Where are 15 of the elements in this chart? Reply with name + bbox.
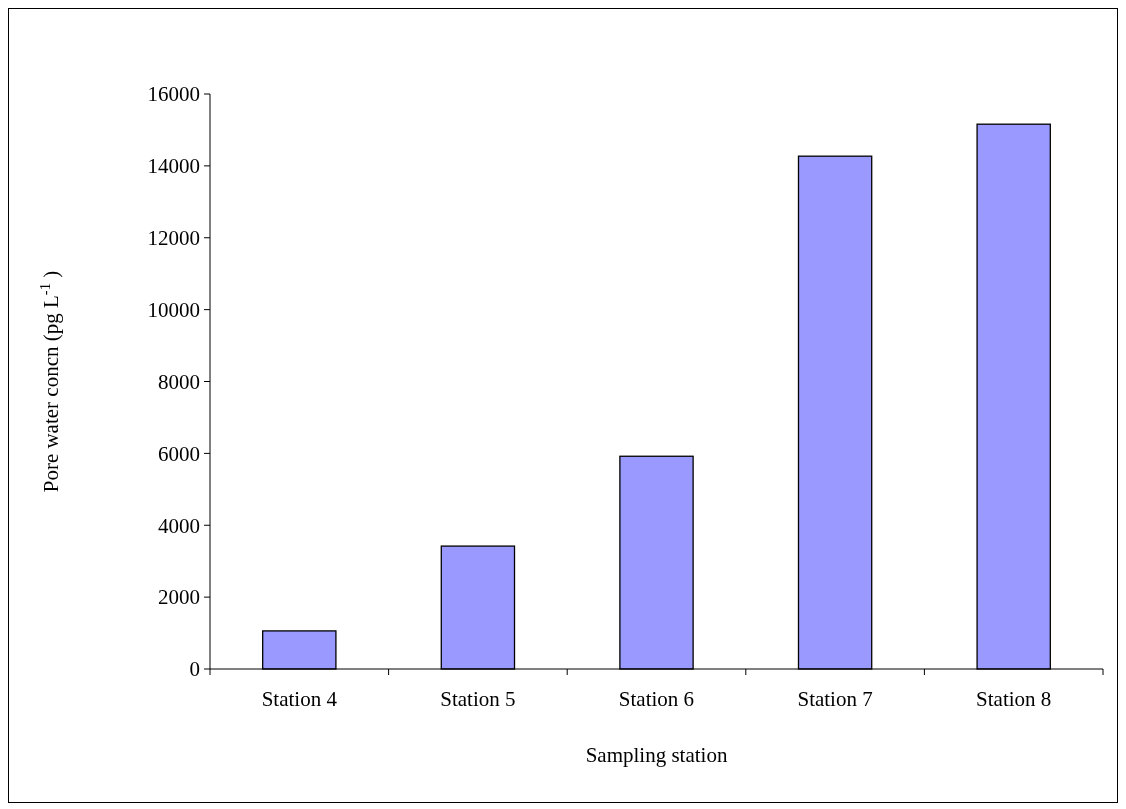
x-tick-label: Station 7 <box>797 687 873 711</box>
y-tick-label: 14000 <box>147 154 200 179</box>
x-tick-label: Station 8 <box>976 687 1052 711</box>
y-tick-label: 2000 <box>158 585 200 610</box>
y-tick-label: 0 <box>189 657 200 682</box>
y-tick-label: 6000 <box>158 441 200 466</box>
x-axis-title: Sampling station <box>585 743 728 767</box>
x-tick-label: Station 5 <box>440 687 516 711</box>
x-tick-label: Station 6 <box>618 687 695 711</box>
y-tick-label: 12000 <box>147 226 200 251</box>
y-tick-label: 8000 <box>158 369 200 394</box>
y-tick-label: 10000 <box>147 297 200 322</box>
x-tick-label: Station 4 <box>261 687 338 711</box>
y-tick-label: 4000 <box>158 513 200 538</box>
y-tick-label: 16000 <box>147 82 200 107</box>
